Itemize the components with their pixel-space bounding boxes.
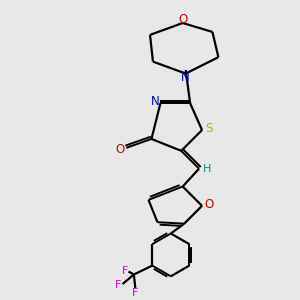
Text: H: H <box>203 164 212 174</box>
Text: O: O <box>204 198 213 211</box>
Text: F: F <box>122 266 128 276</box>
Text: O: O <box>116 143 125 156</box>
Text: N: N <box>181 70 190 84</box>
Text: N: N <box>151 95 159 108</box>
Text: O: O <box>178 13 187 26</box>
Text: S: S <box>205 122 212 135</box>
Text: F: F <box>115 280 121 290</box>
Text: F: F <box>132 288 139 298</box>
